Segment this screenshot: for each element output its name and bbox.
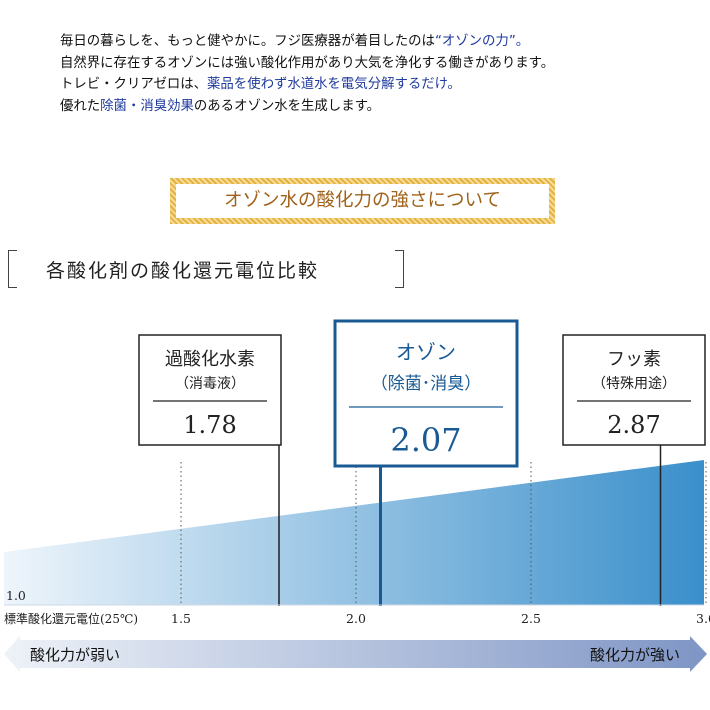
intro-text: 毎日の暮らしを、もっと健やかに。フジ医療器が着目したのは“オゾンの力”。 自然界… — [60, 31, 700, 117]
tick-label: 2.5 — [521, 611, 541, 626]
section-title-banner: オゾン水の酸化力の強さについて — [170, 178, 555, 224]
right-bracket — [395, 250, 404, 288]
x-axis-label: 標準酸化還元電位(25℃) — [4, 611, 138, 626]
oxidant-box-frame — [138, 334, 282, 446]
arrow-left-label: 酸化力が弱い — [30, 646, 120, 664]
potential-gradient-wedge — [4, 460, 704, 605]
oxidant-name: 過酸化水素 — [165, 349, 255, 370]
section-title: オゾン水の酸化力の強さについて — [176, 184, 549, 218]
intro-line-1: 毎日の暮らしを、もっと健やかに。フジ医療器が着目したのは“オゾンの力”。 — [60, 31, 700, 53]
oxidant-use: （特殊用途） — [592, 375, 676, 392]
intro-highlight-ozone-power: “オゾンの力”。 — [434, 34, 530, 49]
intro-line-1-text: 毎日の暮らしを、もっと健やかに。フジ医療器が着目したのは — [60, 34, 435, 49]
intro-line-3: トレビ・クリアゼロは、薬品を使わず水道水を電気分解するだけ。 — [60, 74, 700, 96]
tick-label: 2.0 — [346, 611, 366, 626]
tick-label: 3.0 — [696, 611, 710, 626]
oxidant-name: フッ素 — [607, 349, 661, 370]
oxidant-box: 過酸化水素 （消毒液） 1.78 — [138, 334, 282, 606]
oxidant-box-frame — [562, 334, 706, 446]
intro-line-4-text-c: のあるオゾン水を生成します。 — [193, 98, 381, 114]
arrow-right-label: 酸化力が強い — [590, 646, 680, 664]
oxidant-use: （除菌･消臭） — [371, 374, 482, 394]
oxidant-box: オゾン （除菌･消臭） 2.07 — [333, 319, 519, 606]
oxidant-value-label: 1.78 — [183, 411, 236, 439]
intro-line-4-text-a: 優れた — [60, 98, 101, 114]
tick-label: 1.5 — [171, 611, 191, 626]
intro-line-4: 優れた除菌・消臭効果のあるオゾン水を生成します。 — [60, 96, 700, 118]
oxidant-name: オゾン — [396, 340, 456, 364]
oxidant-value-label: 2.07 — [390, 421, 461, 459]
intro-line-3-text: トレビ・クリアゼロは、 — [60, 77, 208, 92]
oxidant-box-frame — [333, 319, 519, 468]
intro-line-2: 自然界に存在するオゾンには強い酸化作用があり大気を浄化する働きがあります。 — [60, 55, 555, 71]
redox-potential-chart: 過酸化水素 （消毒液） 1.78 オゾン （除菌･消臭） 2.07 フッ素 （特殊用途） 2.8… — [4, 319, 710, 672]
intro-highlight-electrolysis: 薬品を使わず水道水を電気分解するだけ。 — [207, 77, 461, 92]
chart-title-bracket: 各酸化剤の酸化還元電位比較 — [8, 250, 404, 288]
tick-label: 1.0 — [6, 588, 26, 603]
oxidant-value-label: 2.87 — [607, 411, 660, 439]
intro-highlight-sterilize: 除菌・消臭効果 — [100, 98, 194, 114]
chart-title: 各酸化剤の酸化還元電位比較 — [46, 260, 320, 282]
oxidant-box: フッ素 （特殊用途） 2.87 — [562, 334, 706, 606]
oxidant-use: （消毒液） — [175, 376, 245, 392]
strength-arrow — [4, 636, 707, 672]
left-bracket — [8, 250, 17, 288]
